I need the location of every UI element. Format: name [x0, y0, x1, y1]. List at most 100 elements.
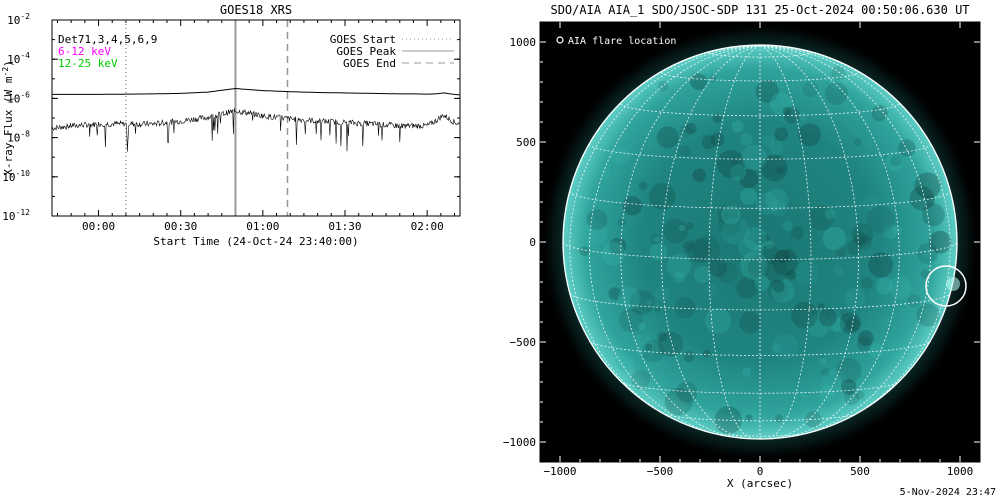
aia-dark-region	[745, 414, 753, 422]
aia-dark-region	[709, 75, 717, 83]
aia-dark-region	[809, 205, 834, 231]
aia-dark-region	[686, 238, 712, 263]
aia-dark-region	[798, 123, 821, 147]
aia-dark-region	[586, 209, 608, 230]
aia-bright-region	[654, 285, 671, 301]
aia-grid-longitude-line	[708, 45, 761, 440]
aia-dark-region	[692, 168, 706, 183]
xrs-y-tick-label: 10-10	[2, 169, 30, 184]
aia-dark-region	[898, 139, 916, 157]
aia-dark-region	[760, 244, 780, 264]
aia-dark-region	[802, 81, 819, 98]
aia-disk-texture	[579, 66, 952, 435]
aia-dark-region	[609, 237, 627, 255]
aia-dark-region	[650, 233, 662, 245]
aia-dark-region	[714, 406, 743, 435]
aia-bright-region	[875, 109, 884, 119]
footer-timestamp: 5-Nov-2024 23:47	[899, 487, 996, 498]
aia-dark-region	[717, 262, 738, 283]
aia-bright-region	[833, 266, 844, 277]
aia-bright-region	[806, 313, 830, 338]
aia-dark-region	[775, 414, 784, 423]
aia-dark-region	[686, 222, 694, 230]
aia-dark-region	[674, 297, 696, 319]
aia-bright-region	[883, 225, 898, 240]
aia-dark-region	[921, 203, 945, 227]
aia-bright-region	[740, 251, 768, 280]
aia-dark-region	[767, 279, 788, 301]
aia-dark-region	[755, 79, 779, 103]
aia-dark-region	[702, 349, 711, 358]
aia-bright-region	[892, 225, 903, 235]
aia-bright-region	[799, 390, 807, 397]
aia-dark-region	[664, 387, 693, 416]
aia-bright-region	[875, 277, 894, 295]
xrs-y-tick-label: 10-2	[7, 12, 30, 27]
aia-dark-region	[682, 240, 695, 253]
aia-dark-region	[622, 196, 642, 216]
aia-dark-region	[776, 166, 784, 174]
aia-bright-region	[741, 144, 767, 171]
aia-bright-region	[742, 367, 752, 377]
aia-grid-latitude-line	[712, 432, 808, 437]
aia-dark-region	[683, 351, 695, 363]
aia-bright-region	[754, 244, 764, 255]
aia-dark-region	[649, 183, 676, 210]
xrs-legend-series-2: 12-25 keV	[58, 57, 118, 70]
aia-grid-longitude-line	[569, 45, 761, 428]
aia-bright-region	[822, 226, 847, 251]
aia-dark-region	[840, 309, 848, 318]
aia-dark-region	[663, 218, 689, 244]
aia-grid-longitude-line	[620, 45, 761, 439]
aia-bright-region	[654, 236, 661, 243]
aia-dark-region	[579, 246, 590, 257]
aia-bright-region	[740, 188, 758, 205]
xrs-series-2-line	[52, 108, 460, 152]
aia-dark-region	[782, 107, 791, 116]
aia-dark-region	[736, 276, 758, 299]
aia-dark-region	[824, 82, 848, 105]
aia-bright-region	[835, 383, 843, 391]
goes-xrs-panel: GOES18 XRS 00:00 00:30 01:00 01:30 02:0010-2…	[1, 3, 461, 248]
aia-bright-region	[667, 253, 692, 278]
aia-flare-location-circle[interactable]	[925, 265, 967, 307]
aia-bright-region	[754, 275, 771, 292]
aia-dark-region	[868, 252, 894, 278]
aia-bright-region	[772, 344, 782, 353]
aia-bright-region	[721, 217, 750, 246]
aia-x-tick-label: −1000	[543, 465, 576, 478]
aia-bright-region	[617, 287, 641, 310]
aia-dark-region	[693, 235, 721, 263]
xrs-y-axis-label-end: )	[2, 60, 15, 67]
xrs-legend-event-label: GOES Start	[330, 33, 396, 46]
xrs-legend-series-1: 6-12 keV	[58, 45, 111, 58]
aia-dark-region	[791, 301, 818, 329]
xrs-legend-event-label: GOES End	[343, 57, 396, 70]
aia-dark-region	[654, 306, 661, 313]
aia-dark-region	[783, 248, 796, 261]
aia-y-tick-label: 500	[516, 136, 536, 149]
aia-dark-region	[786, 269, 797, 280]
aia-dark-region	[839, 312, 862, 334]
aia-dark-region	[835, 245, 847, 257]
aia-bright-region	[862, 194, 879, 210]
aia-dark-region	[871, 105, 888, 122]
aia-bright-region	[617, 354, 633, 371]
aia-dark-region	[730, 159, 738, 167]
aia-dark-region	[747, 257, 769, 279]
aia-dark-region	[857, 336, 872, 352]
aia-dark-region	[629, 289, 655, 315]
aia-bright-region	[673, 271, 685, 284]
aia-dark-region	[657, 81, 669, 92]
aia-dark-region	[645, 343, 653, 351]
aia-bright-region	[581, 220, 608, 247]
xrs-y-tick-label-exp: -8	[20, 130, 30, 139]
aia-grid-longitude-line	[661, 45, 761, 440]
aia-dark-region	[618, 307, 644, 333]
xrs-y-tick-label-exp: -10	[16, 169, 31, 178]
aia-dark-region	[712, 114, 722, 124]
aia-dark-region	[739, 311, 761, 334]
aia-dark-region	[690, 73, 707, 91]
aia-bright-region	[755, 192, 779, 215]
aia-bright-region	[831, 319, 845, 333]
